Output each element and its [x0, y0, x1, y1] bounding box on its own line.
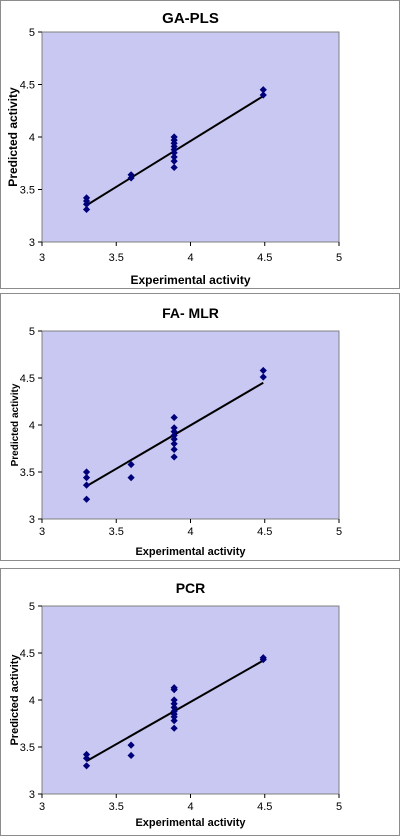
x-axis-label: Experimental activity: [130, 273, 250, 287]
y-axis-label: Predicted activity: [10, 383, 21, 466]
chart-title: FA- MLR: [162, 305, 219, 321]
scatter-chart: FA- MLR 3 3.5 4 4.5 5 3 3.5 4 4.5 5 Experimental ac…: [10, 305, 342, 558]
data-point: [82, 468, 91, 476]
data-point: [259, 91, 267, 99]
x-tick-label: 4.5: [257, 526, 272, 538]
data-point: [170, 696, 178, 704]
scatter-chart: GA-PLS 3 3.5 4 4.5 5 3 3.5 4 4.5 5 Experimental act…: [6, 10, 342, 287]
x-tick-label: 5: [336, 801, 342, 813]
data-point: [170, 157, 178, 165]
data-point: [170, 163, 178, 172]
y-tick-label: 3.5: [20, 185, 35, 197]
x-tick-label: 3.5: [109, 801, 124, 813]
y-tick-label: 5: [29, 27, 35, 39]
data-point: [127, 741, 135, 749]
data-point: [127, 171, 135, 179]
data-point: [82, 762, 91, 770]
data-point: [259, 86, 267, 94]
data-point: [82, 205, 91, 214]
chart-panel-ga-pls: GA-PLS 3 3.5 4 4.5 5 3 3.5 4 4.5 5 Experimental act…: [0, 0, 400, 289]
x-axis-label: Experimental activity: [135, 546, 246, 558]
x-tick-label: 5: [336, 526, 342, 538]
data-point: [259, 373, 267, 381]
chart-panel-fa-mlr: FA- MLR 3 3.5 4 4.5 5 3 3.5 4 4.5 5 Experimental ac…: [0, 293, 400, 561]
data-point: [170, 440, 178, 448]
scatter-chart: PCR 3 3.5 4 4.5 5 3 3.5 4 4.5 5 Experimental activi…: [9, 580, 342, 829]
x-tick-label: 4.5: [257, 801, 272, 813]
data-point: [82, 474, 91, 482]
y-axis-label: Predicted activity: [6, 87, 20, 187]
x-tick-label: 4: [187, 526, 193, 538]
x-tick-label: 4: [187, 801, 193, 813]
data-point: [170, 700, 178, 708]
data-point: [170, 724, 178, 732]
data-point: [170, 424, 178, 432]
data-point: [170, 153, 178, 161]
x-tick-label: 4.5: [257, 252, 272, 264]
y-tick-label: 5: [29, 326, 35, 338]
data-point: [127, 474, 135, 482]
x-tick-label: 3: [39, 252, 45, 264]
y-tick-label: 3.5: [20, 742, 35, 754]
y-tick-label: 3.5: [20, 467, 35, 479]
y-tick-label: 4: [29, 420, 35, 432]
x-tick-label: 3: [39, 526, 45, 538]
y-tick-label: 4.5: [20, 648, 35, 660]
data-point: [170, 445, 178, 454]
chart-title: GA-PLS: [162, 10, 219, 27]
y-tick-label: 4: [29, 695, 35, 707]
y-tick-label: 3: [29, 789, 35, 801]
y-tick-label: 4.5: [20, 373, 35, 385]
x-axis-label: Experimental activity: [135, 817, 246, 829]
x-tick-label: 3.5: [109, 252, 124, 264]
x-tick-label: 3: [39, 801, 45, 813]
chart-title: PCR: [176, 580, 206, 596]
x-tick-label: 3.5: [109, 526, 124, 538]
x-tick-label: 4: [187, 252, 193, 264]
y-axis-label: Predicted activity: [9, 654, 21, 746]
plot-area: [41, 605, 340, 795]
y-tick-label: 5: [29, 601, 35, 613]
data-point: [82, 194, 91, 202]
plot-area: [41, 31, 340, 243]
y-tick-label: 4: [29, 132, 35, 144]
y-tick-label: 3: [29, 237, 35, 249]
data-point: [170, 133, 178, 141]
chart-panel-pcr: PCR 3 3.5 4 4.5 5 3 3.5 4 4.5 5 Experimental activi…: [0, 568, 400, 836]
y-tick-label: 4.5: [20, 80, 35, 92]
data-point: [170, 717, 178, 725]
x-tick-label: 5: [336, 252, 342, 264]
y-tick-label: 3: [29, 514, 35, 526]
data-point: [82, 495, 91, 503]
